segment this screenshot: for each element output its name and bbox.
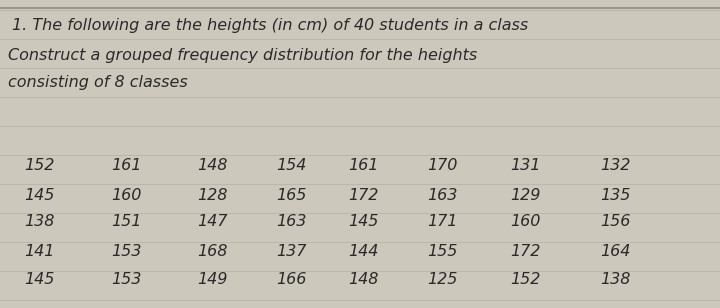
Text: 161: 161 xyxy=(111,157,141,172)
Text: 131: 131 xyxy=(510,157,541,172)
Text: 165: 165 xyxy=(276,188,307,202)
Text: Construct a grouped frequency distribution for the heights: Construct a grouped frequency distributi… xyxy=(8,48,477,63)
Text: 145: 145 xyxy=(24,188,55,202)
Text: 161: 161 xyxy=(348,157,379,172)
Text: 145: 145 xyxy=(24,273,55,287)
Text: 151: 151 xyxy=(111,214,141,229)
Text: 141: 141 xyxy=(24,245,55,260)
Text: 149: 149 xyxy=(197,273,228,287)
Text: 168: 168 xyxy=(197,245,228,260)
Text: 160: 160 xyxy=(510,214,541,229)
Text: 156: 156 xyxy=(600,214,631,229)
Text: 147: 147 xyxy=(197,214,228,229)
Text: 172: 172 xyxy=(510,245,541,260)
Text: 138: 138 xyxy=(600,273,631,287)
Text: 132: 132 xyxy=(600,157,631,172)
Text: 148: 148 xyxy=(197,157,228,172)
Text: consisting of 8 classes: consisting of 8 classes xyxy=(8,75,188,90)
Text: 153: 153 xyxy=(111,273,141,287)
Text: 166: 166 xyxy=(276,273,307,287)
Text: 129: 129 xyxy=(510,188,541,202)
Text: 138: 138 xyxy=(24,214,55,229)
Text: 171: 171 xyxy=(428,214,458,229)
Text: 137: 137 xyxy=(276,245,307,260)
Text: 128: 128 xyxy=(197,188,228,202)
Text: 148: 148 xyxy=(348,273,379,287)
Text: 163: 163 xyxy=(276,214,307,229)
Text: 153: 153 xyxy=(111,245,141,260)
Text: 135: 135 xyxy=(600,188,631,202)
Text: 1. The following are the heights (in cm) of 40 students in a class: 1. The following are the heights (in cm)… xyxy=(12,18,528,33)
Text: 172: 172 xyxy=(348,188,379,202)
Text: 152: 152 xyxy=(24,157,55,172)
Text: 170: 170 xyxy=(428,157,458,172)
Text: 160: 160 xyxy=(111,188,141,202)
Text: 155: 155 xyxy=(428,245,458,260)
Text: 163: 163 xyxy=(428,188,458,202)
Text: 144: 144 xyxy=(348,245,379,260)
Text: 145: 145 xyxy=(348,214,379,229)
Text: 152: 152 xyxy=(510,273,541,287)
Text: 164: 164 xyxy=(600,245,631,260)
Text: 154: 154 xyxy=(276,157,307,172)
Text: 125: 125 xyxy=(428,273,458,287)
